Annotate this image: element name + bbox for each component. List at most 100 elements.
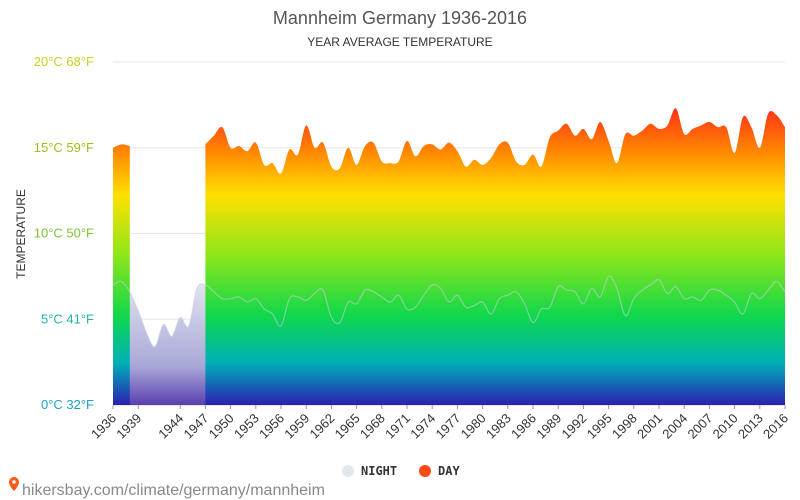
night-point-1954[interactable] xyxy=(263,308,265,310)
night-point-1961[interactable] xyxy=(322,289,324,291)
night-point-1984[interactable] xyxy=(515,291,517,293)
night-point-2006[interactable] xyxy=(700,299,702,301)
day-point-1957[interactable] xyxy=(288,148,290,150)
night-point-1953[interactable] xyxy=(255,297,257,299)
night-point-1946[interactable] xyxy=(196,287,198,289)
night-point-1987[interactable] xyxy=(540,308,542,310)
night-point-1982[interactable] xyxy=(498,297,500,299)
night-point-2011[interactable] xyxy=(742,313,744,315)
night-point-1939[interactable] xyxy=(137,309,139,311)
night-point-2013[interactable] xyxy=(759,297,761,299)
night-point-1981[interactable] xyxy=(490,313,492,315)
day-point-1958[interactable] xyxy=(297,153,299,155)
night-point-1967[interactable] xyxy=(372,291,374,293)
night-point-1943[interactable] xyxy=(171,335,173,337)
day-point-1982[interactable] xyxy=(498,143,500,145)
night-point-1986[interactable] xyxy=(532,321,534,323)
day-point-1948[interactable] xyxy=(213,135,215,137)
night-point-2003[interactable] xyxy=(675,285,677,287)
night-point-1970[interactable] xyxy=(397,294,399,296)
day-point-2016[interactable] xyxy=(784,126,786,128)
day-point-2015[interactable] xyxy=(775,114,777,116)
day-point-1962[interactable] xyxy=(330,165,332,167)
night-point-1985[interactable] xyxy=(523,303,525,305)
day-point-1996[interactable] xyxy=(616,162,618,164)
day-point-1961[interactable] xyxy=(322,141,324,143)
night-point-1997[interactable] xyxy=(624,315,626,317)
night-point-1948[interactable] xyxy=(213,291,215,293)
day-point-1952[interactable] xyxy=(246,150,248,152)
night-point-2010[interactable] xyxy=(733,301,735,303)
night-point-1957[interactable] xyxy=(288,297,290,299)
night-point-1998[interactable] xyxy=(633,297,635,299)
day-point-2010[interactable] xyxy=(733,152,735,154)
night-point-2007[interactable] xyxy=(708,289,710,291)
night-point-1990[interactable] xyxy=(565,289,567,291)
night-point-1959[interactable] xyxy=(305,299,307,301)
day-point-1949[interactable] xyxy=(221,126,223,128)
day-point-1975[interactable] xyxy=(439,148,441,150)
day-point-1937[interactable] xyxy=(120,143,122,145)
night-point-1950[interactable] xyxy=(229,297,231,299)
night-point-1992[interactable] xyxy=(582,303,584,305)
day-point-1991[interactable] xyxy=(574,135,576,137)
day-point-1998[interactable] xyxy=(633,135,635,137)
night-point-1975[interactable] xyxy=(439,287,441,289)
day-point-1953[interactable] xyxy=(255,141,257,143)
night-point-1966[interactable] xyxy=(364,289,366,291)
night-point-1949[interactable] xyxy=(221,297,223,299)
night-point-1944[interactable] xyxy=(179,316,181,318)
day-point-2004[interactable] xyxy=(683,133,685,135)
day-point-2001[interactable] xyxy=(658,128,660,130)
day-point-2014[interactable] xyxy=(767,112,769,114)
night-point-1969[interactable] xyxy=(389,301,391,303)
day-point-1936[interactable] xyxy=(112,147,114,149)
legend[interactable]: NIGHT DAY xyxy=(342,464,460,478)
day-point-2008[interactable] xyxy=(717,126,719,128)
day-point-1960[interactable] xyxy=(313,147,315,149)
day-point-1994[interactable] xyxy=(599,121,601,123)
day-point-2007[interactable] xyxy=(708,121,710,123)
night-point-1962[interactable] xyxy=(330,316,332,318)
day-point-1993[interactable] xyxy=(591,138,593,140)
night-point-1971[interactable] xyxy=(406,308,408,310)
day-point-1947[interactable] xyxy=(204,143,206,145)
day-point-1967[interactable] xyxy=(372,141,374,143)
day-point-1954[interactable] xyxy=(263,164,265,166)
night-point-1980[interactable] xyxy=(481,301,483,303)
night-point-1994[interactable] xyxy=(599,296,601,298)
day-point-1983[interactable] xyxy=(507,141,509,143)
night-point-1996[interactable] xyxy=(616,287,618,289)
legend-item-day[interactable]: DAY xyxy=(419,464,460,478)
day-point-1974[interactable] xyxy=(431,143,433,145)
night-point-1936[interactable] xyxy=(112,284,114,286)
night-point-2002[interactable] xyxy=(666,292,668,294)
night-point-1973[interactable] xyxy=(423,294,425,296)
night-point-1958[interactable] xyxy=(297,296,299,298)
day-point-1988[interactable] xyxy=(549,136,551,138)
day-point-1959[interactable] xyxy=(305,124,307,126)
day-point-2009[interactable] xyxy=(725,126,727,128)
night-point-2008[interactable] xyxy=(717,289,719,291)
night-point-2009[interactable] xyxy=(725,294,727,296)
night-point-1977[interactable] xyxy=(456,294,458,296)
day-point-1951[interactable] xyxy=(238,145,240,147)
day-point-1979[interactable] xyxy=(473,159,475,161)
night-point-1947[interactable] xyxy=(204,284,206,286)
night-point-1952[interactable] xyxy=(246,301,248,303)
night-point-2012[interactable] xyxy=(750,292,752,294)
day-point-1986[interactable] xyxy=(532,153,534,155)
day-point-1956[interactable] xyxy=(280,172,282,174)
day-point-2000[interactable] xyxy=(649,123,651,125)
night-point-1988[interactable] xyxy=(549,306,551,308)
day-point-1980[interactable] xyxy=(481,164,483,166)
day-point-2012[interactable] xyxy=(750,126,752,128)
day-point-1978[interactable] xyxy=(465,165,467,167)
night-point-1964[interactable] xyxy=(347,301,349,303)
night-point-1965[interactable] xyxy=(355,303,357,305)
day-point-1987[interactable] xyxy=(540,165,542,167)
day-point-1976[interactable] xyxy=(448,141,450,143)
night-point-1989[interactable] xyxy=(557,285,559,287)
day-point-1995[interactable] xyxy=(607,140,609,142)
night-point-1979[interactable] xyxy=(473,304,475,306)
